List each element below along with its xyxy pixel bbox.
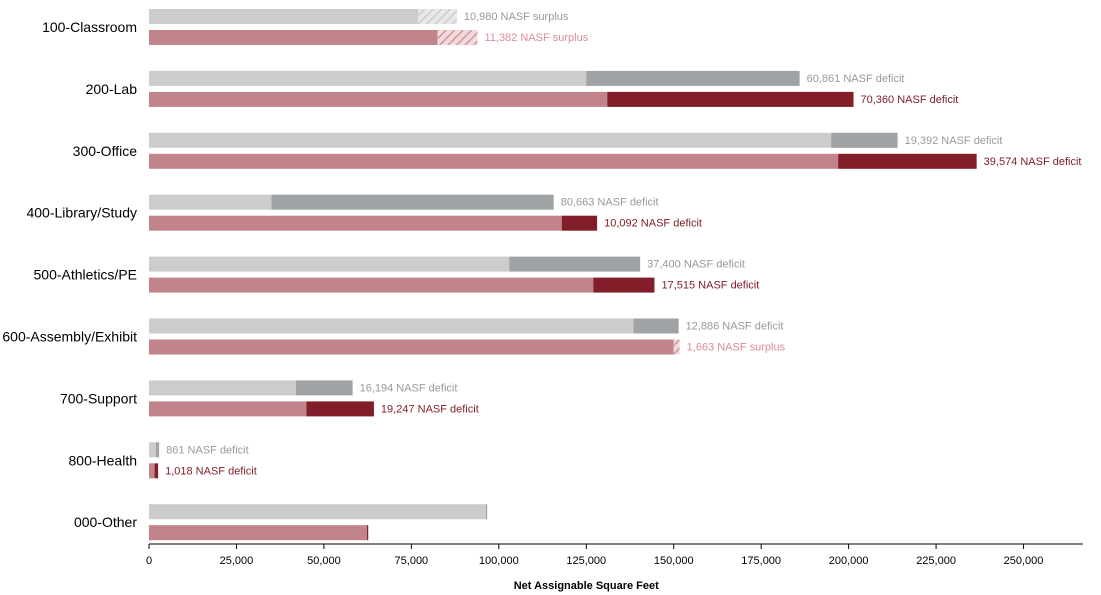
- x-tick-label: 75,000: [395, 555, 429, 567]
- category-label: 100-Classroom: [42, 19, 137, 35]
- x-tick-label: 225,000: [916, 555, 956, 567]
- bar-deficit: [633, 318, 679, 334]
- bars-group: 10,980 NASF surplus 11,382 NASF surplus 60…: [149, 9, 1082, 541]
- bar-annotation: 19,247 NASF deficit: [381, 403, 479, 415]
- x-axis-title: Net Assignable Square Feet: [514, 580, 659, 592]
- bar-deficit: [271, 194, 554, 210]
- bar-existing: [149, 215, 562, 231]
- x-axis: 0 25,000 50,000 75,000 100,000 125,000 150,000…: [146, 543, 1083, 567]
- x-tick-label: 100,000: [479, 555, 519, 567]
- x-tick-label: 175,000: [741, 555, 781, 567]
- bar-annotation: 11,382 NASF surplus: [484, 32, 588, 44]
- bar-deficit: [155, 442, 160, 458]
- bar-annotation: 16,194 NASF deficit: [360, 382, 458, 394]
- category-label: 700-Support: [60, 390, 137, 406]
- category-label: 800-Health: [69, 452, 138, 468]
- x-tick-label: 150,000: [654, 555, 694, 567]
- bar-deficit: [838, 153, 977, 169]
- bar-deficit: [607, 91, 854, 107]
- bar-annotation: 17,515 NASF deficit: [661, 280, 759, 292]
- bar-deficit: [561, 215, 598, 231]
- bar-annotation: 80,663 NASF deficit: [561, 197, 659, 209]
- bar-existing: [149, 132, 832, 148]
- x-tick-label: 25,000: [220, 555, 254, 567]
- category-label: 300-Office: [73, 143, 138, 159]
- bar-annotation: 1,018 NASF deficit: [165, 465, 257, 477]
- bar-existing: [149, 380, 296, 396]
- category-label: 600-Assembly/Exhibit: [2, 329, 137, 345]
- category-label: 000-Other: [74, 514, 137, 530]
- bar-deficit: [509, 256, 641, 272]
- bar-existing: [149, 318, 634, 334]
- category-labels: 100-Classroom 200-Lab 300-Office 400-Librar…: [2, 19, 137, 530]
- bar-annotation: 10,980 NASF surplus: [464, 11, 569, 23]
- bar-deficit: [154, 463, 159, 479]
- bar-existing: [149, 339, 674, 355]
- bar-existing: [149, 401, 307, 417]
- bar-existing: [149, 463, 155, 479]
- bar-annotation: 1,663 NASF surplus: [687, 342, 786, 354]
- bar-annotation: 39,574 NASF deficit: [984, 156, 1082, 168]
- bar-annotation: 12,886 NASF deficit: [686, 321, 784, 333]
- x-tick-label: 200,000: [829, 555, 869, 567]
- bar-surplus: [418, 9, 457, 24]
- bar-existing: [149, 194, 272, 210]
- bar-annotation: 861 NASF deficit: [166, 444, 249, 456]
- bar-annotation: 60,861 NASF deficit: [807, 73, 905, 85]
- x-tick-label: 250,000: [1004, 555, 1044, 567]
- bar-deficit: [306, 401, 374, 417]
- bar-annotation: 19,392 NASF deficit: [905, 135, 1003, 147]
- bar-existing: [149, 277, 594, 293]
- x-tick-label: 0: [146, 555, 152, 567]
- category-label: 200-Lab: [86, 81, 138, 97]
- bar-existing: [149, 91, 608, 107]
- bar-existing: [149, 9, 419, 24]
- x-tick-label: 50,000: [307, 555, 341, 567]
- bar-deficit: [593, 277, 655, 293]
- bar-existing: [149, 30, 438, 45]
- bar-surplus: [437, 30, 478, 45]
- bar-deficit: [586, 70, 800, 86]
- bar-existing: [149, 442, 156, 458]
- category-label: 500-Athletics/PE: [34, 267, 138, 283]
- bar-annotation: 37,400 NASF deficit: [647, 259, 745, 271]
- x-tick-label: 125,000: [566, 555, 606, 567]
- bar-deficit: [831, 132, 898, 148]
- bar-existing: [149, 70, 587, 86]
- bar-surplus: [673, 339, 680, 355]
- bar-existing: [149, 153, 839, 169]
- bar-existing: [149, 525, 368, 541]
- bar-annotation: 70,360 NASF deficit: [861, 94, 959, 106]
- bar-existing: [149, 256, 510, 272]
- bar-annotation: 10,092 NASF deficit: [604, 218, 702, 230]
- bar-deficit: [295, 380, 353, 396]
- bar-existing: [149, 504, 487, 520]
- category-label: 400-Library/Study: [26, 205, 137, 221]
